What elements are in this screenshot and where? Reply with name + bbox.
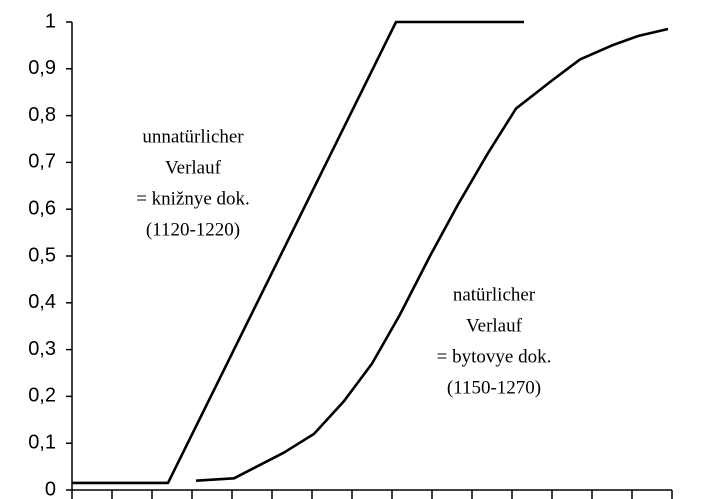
annotation: natürlicher <box>453 284 536 305</box>
y-tick-label: 1 <box>45 10 56 32</box>
annotation: Verlauf <box>165 157 222 178</box>
y-tick-label: 0,9 <box>28 57 56 79</box>
y-tick-label: 0 <box>45 478 56 499</box>
annotation: = knižnye dok. <box>136 188 250 209</box>
y-tick-label: 0,6 <box>28 197 56 219</box>
y-tick-label: 0,3 <box>28 338 56 360</box>
line <box>195 27 669 482</box>
y-tick-label: 0,7 <box>28 151 56 173</box>
y-tick-label: 0,5 <box>28 244 56 266</box>
annotation: Verlauf <box>466 315 523 336</box>
annotation: (1120-1220) <box>146 219 240 240</box>
y-tick-label: 0,4 <box>28 291 56 313</box>
y-tick-label: 0,8 <box>28 104 56 126</box>
y-tick-label: 0,2 <box>28 385 56 407</box>
y-tick-label: 0,1 <box>28 431 56 453</box>
annotation: (1150-1270) <box>447 377 541 398</box>
annotation: = bytovye dok. <box>437 346 552 367</box>
line <box>72 20 524 485</box>
annotation: unnatürlicher <box>142 126 244 147</box>
